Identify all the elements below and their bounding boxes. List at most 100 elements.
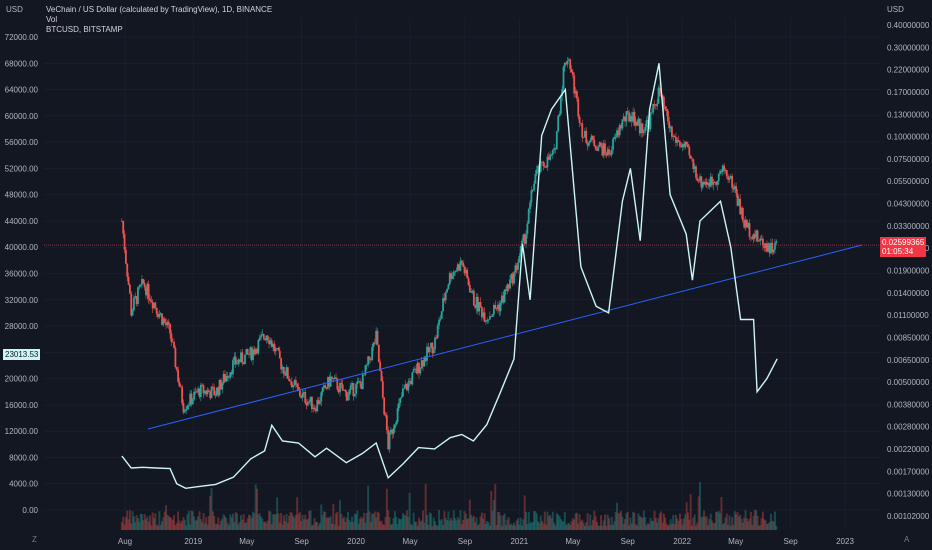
candle-body xyxy=(363,374,366,376)
volume-bar xyxy=(763,519,766,530)
volume-bar xyxy=(646,523,649,530)
volume-bar xyxy=(364,522,367,530)
candle-body xyxy=(559,96,562,114)
candle-body xyxy=(357,381,360,383)
candle-body xyxy=(732,187,735,190)
volume-bar xyxy=(332,503,335,530)
volume-bar xyxy=(159,524,162,530)
candle-body xyxy=(683,144,685,148)
candle-body xyxy=(593,139,596,147)
volume-bar xyxy=(336,511,339,530)
volume-bar xyxy=(138,521,141,530)
volume-bar xyxy=(775,525,778,530)
volume-bar xyxy=(484,523,487,530)
candle-body xyxy=(662,96,665,107)
left-tick-label: 48000.00 xyxy=(5,191,39,200)
volume-bar xyxy=(166,514,169,530)
volume-bar xyxy=(140,514,143,530)
candle-body xyxy=(400,396,403,398)
volume-bar xyxy=(507,517,510,530)
volume-bar xyxy=(420,520,423,530)
volume-bar xyxy=(135,515,138,530)
candle-body xyxy=(165,322,167,326)
candle-body xyxy=(677,140,680,142)
volume-bar xyxy=(173,515,176,530)
volume-bar xyxy=(609,524,612,530)
candle-body xyxy=(725,170,728,177)
candle-body xyxy=(368,356,371,360)
candle-body xyxy=(452,271,455,276)
volume-bar xyxy=(356,510,359,530)
candle-body xyxy=(470,292,473,293)
volume-bar xyxy=(735,514,738,530)
candle-body xyxy=(185,409,188,411)
candle-body xyxy=(383,397,386,415)
candle-body xyxy=(240,352,242,362)
volume-bar xyxy=(606,514,609,530)
candle-body xyxy=(479,302,482,307)
volume-bar xyxy=(451,520,454,530)
candle-body xyxy=(150,300,153,302)
volume-bar xyxy=(602,520,605,530)
volume-bar xyxy=(187,510,190,530)
left-tick-label: 20000.00 xyxy=(5,375,39,384)
volume-bar xyxy=(688,519,691,530)
candle-body xyxy=(542,161,545,167)
trendline[interactable] xyxy=(147,244,863,430)
volume-bar xyxy=(664,517,667,530)
volume-bar xyxy=(537,521,540,530)
candle-body xyxy=(752,234,755,240)
volume-bar xyxy=(209,495,212,530)
volume-bar xyxy=(226,522,229,530)
candle-body xyxy=(387,430,390,450)
x-tick-label: 2019 xyxy=(184,537,202,546)
candle-body xyxy=(215,387,218,396)
candle-body xyxy=(640,123,643,134)
volume-bar xyxy=(225,518,228,530)
candle-body xyxy=(553,148,556,151)
volume-bar xyxy=(640,517,643,530)
vet-candles xyxy=(120,57,778,453)
corner-right-label[interactable]: A xyxy=(904,535,910,544)
volume-bar xyxy=(426,514,429,530)
candle-body xyxy=(388,432,391,450)
candle-body xyxy=(317,400,320,404)
volume-bar xyxy=(470,514,473,530)
candle-body xyxy=(760,238,763,240)
volume-bar xyxy=(257,514,260,530)
volume-bar xyxy=(628,525,631,530)
volume-bar xyxy=(215,524,218,530)
volume-bar xyxy=(191,511,194,530)
volume-bar xyxy=(222,514,225,530)
candle-body xyxy=(233,356,236,361)
volume-bar xyxy=(610,516,613,530)
volume-bar xyxy=(284,521,287,530)
volume-bar xyxy=(550,517,553,530)
volume-bar xyxy=(608,518,611,530)
candle-body xyxy=(431,342,434,354)
candle-body xyxy=(521,240,523,247)
candle-body xyxy=(743,220,746,228)
right-tick-label: 0.00500000 xyxy=(887,378,930,387)
volume-bar xyxy=(567,522,570,530)
candle-body xyxy=(305,402,308,406)
candle-body xyxy=(584,130,586,138)
volume-bar xyxy=(454,518,457,530)
candle-body xyxy=(608,149,610,155)
volume-bar xyxy=(749,511,752,530)
volume-bar xyxy=(491,510,494,530)
volume-bar xyxy=(185,525,188,530)
right-tick-label: 0.00280000 xyxy=(887,423,930,432)
volume-bar xyxy=(577,523,580,530)
corner-left-label[interactable]: Z xyxy=(32,535,37,544)
volume-bar xyxy=(183,519,186,530)
candle-body xyxy=(522,234,525,241)
candle-body xyxy=(535,169,538,175)
candle-body xyxy=(565,62,568,65)
candle-body xyxy=(443,298,446,301)
volume-bar xyxy=(736,511,739,530)
volume-bar xyxy=(535,513,538,530)
volume-bar xyxy=(147,521,150,530)
volume-bar xyxy=(288,515,291,530)
